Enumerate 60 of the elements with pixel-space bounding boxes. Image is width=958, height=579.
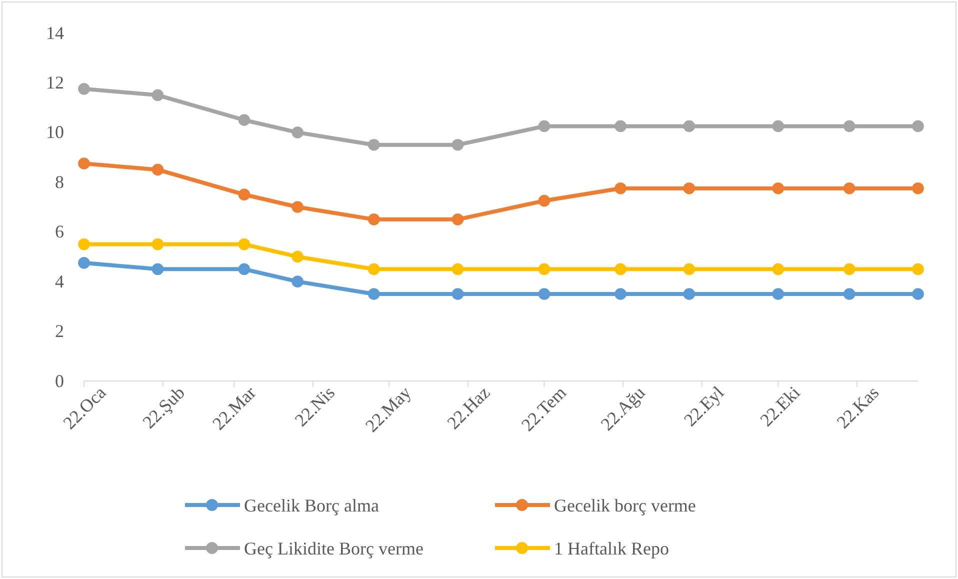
point (368, 214, 380, 226)
point (912, 182, 924, 194)
point (452, 138, 464, 151)
point (614, 263, 626, 276)
point (772, 120, 784, 132)
point (683, 182, 696, 194)
point (292, 201, 304, 213)
point (912, 263, 924, 276)
y-tick-label: 8 (55, 172, 64, 192)
point (538, 120, 550, 132)
point (292, 276, 304, 288)
point (912, 288, 924, 300)
point (78, 238, 90, 250)
point (368, 263, 380, 276)
point (614, 182, 626, 194)
point (912, 120, 924, 132)
point (78, 83, 90, 95)
legend-label: 1 Haftalık Repo (554, 538, 669, 558)
legend-label: Geç Likidite Borç verme (244, 538, 424, 558)
y-tick-label: 10 (46, 122, 64, 142)
y-tick-label: 14 (46, 22, 64, 43)
point (683, 288, 696, 300)
point (843, 182, 856, 194)
point (292, 250, 304, 263)
point (772, 182, 784, 194)
point (683, 263, 696, 276)
point (843, 288, 856, 300)
point (772, 263, 784, 276)
legend-label: Gecelik Borç alma (244, 495, 379, 516)
point (238, 188, 250, 200)
point (538, 194, 550, 207)
point (368, 288, 380, 300)
point (538, 263, 550, 276)
point (843, 263, 856, 276)
point (152, 263, 164, 276)
point (152, 89, 164, 102)
point (538, 288, 550, 300)
point (368, 138, 380, 151)
y-tick-label: 0 (55, 370, 64, 391)
point (452, 263, 464, 276)
point (772, 288, 784, 300)
y-tick-label: 4 (55, 271, 64, 292)
point (452, 214, 464, 226)
point (614, 288, 626, 300)
point (292, 126, 304, 138)
point (238, 263, 250, 276)
point (238, 114, 250, 126)
point (614, 120, 626, 132)
y-tick-label: 6 (55, 222, 64, 242)
point (238, 238, 250, 250)
point (843, 120, 856, 132)
point (152, 164, 164, 176)
legend-label: Gecelik borç verme (554, 495, 696, 516)
point (452, 288, 464, 300)
point (78, 158, 90, 170)
y-tick-label: 2 (55, 321, 64, 342)
point (78, 257, 90, 269)
y-tick-label: 12 (46, 72, 64, 92)
point (683, 120, 696, 132)
point (152, 238, 164, 250)
